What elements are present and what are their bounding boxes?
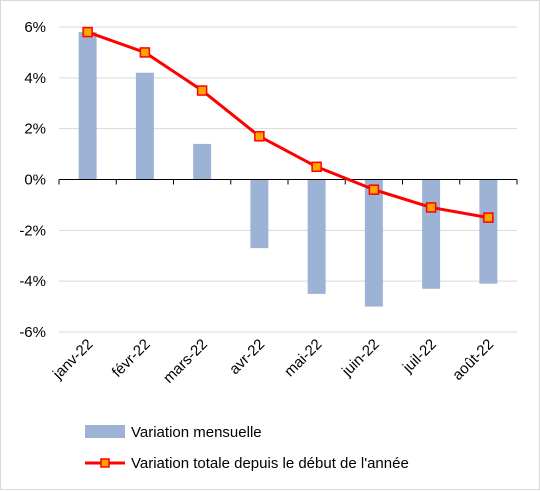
bar [364, 179, 383, 307]
y-tick-label: 2% [24, 121, 46, 138]
bar [193, 143, 212, 180]
legend-swatch-marker [100, 458, 110, 468]
x-tick-label: août-22 [449, 336, 497, 384]
line-point [139, 47, 151, 58]
line-point [368, 184, 380, 195]
x-tick-label: juin-22 [338, 336, 383, 381]
y-tick-label: -2% [19, 222, 46, 239]
y-tick-label: 4% [24, 70, 46, 87]
line-point [82, 26, 93, 38]
x-axis [58, 179, 518, 185]
bar [250, 179, 269, 249]
x-tick-label: juil-22 [399, 336, 440, 377]
bar [135, 72, 154, 180]
y-tick-label: -4% [19, 273, 46, 290]
line-point [425, 202, 437, 213]
legend-label-bar: Variation mensuelle [131, 424, 262, 441]
y-tick-labels: 6% 4% 2% 0% -2% -4% -6% [19, 19, 46, 341]
x-tick-label: avr-22 [226, 336, 268, 378]
line-point [311, 161, 322, 173]
line-point [483, 212, 494, 223]
x-tick-label: févr-22 [109, 336, 154, 381]
line-point [196, 85, 208, 96]
line-point [254, 131, 265, 142]
bar [479, 179, 498, 284]
x-tick-label: mars-22 [160, 336, 211, 387]
gridlines [59, 26, 517, 333]
legend-swatch-bar [85, 425, 125, 438]
bar [78, 32, 97, 180]
legend: Variation mensuelle Variation totale dep… [85, 424, 409, 472]
series-line [87, 30, 489, 220]
bar-series [78, 32, 498, 307]
x-tick-labels: janv-22 févr-22 mars-22 avr-22 mai-22 juin-22… [49, 336, 497, 387]
x-tick-label: mai-22 [281, 336, 325, 380]
y-tick-label: 6% [24, 19, 46, 36]
line-series [82, 26, 494, 223]
legend-label-line: Variation totale depuis le début de l'an… [131, 455, 409, 472]
y-tick-label: 0% [24, 172, 46, 189]
x-tick-label: janv-22 [49, 336, 97, 384]
bar [307, 179, 326, 294]
bar [422, 179, 441, 289]
y-tick-label: -6% [19, 324, 46, 341]
